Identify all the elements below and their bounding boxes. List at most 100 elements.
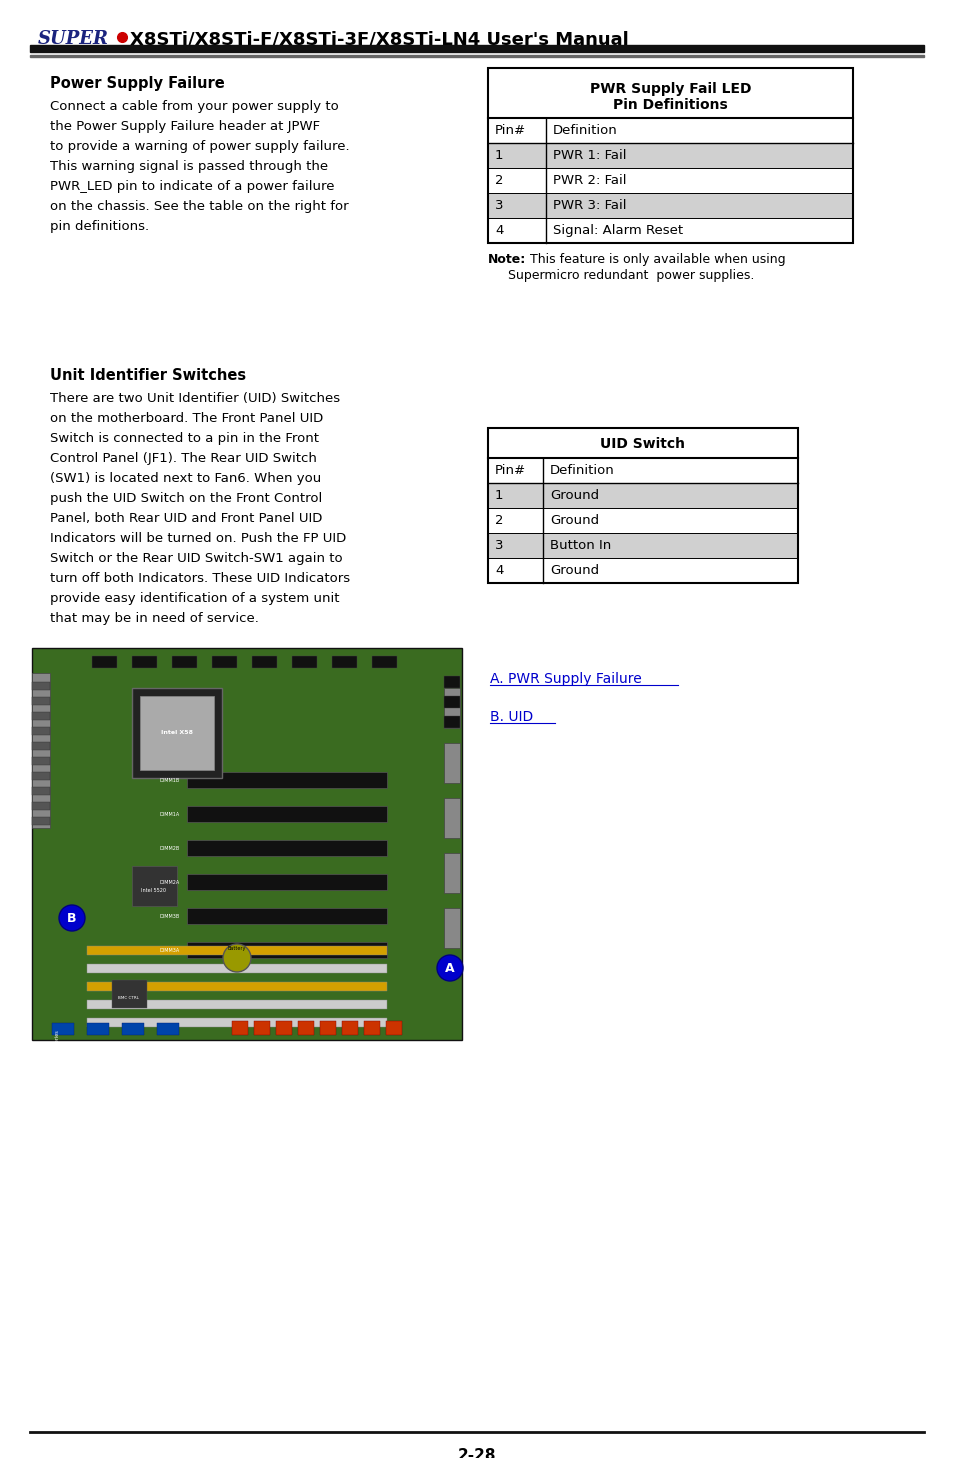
Bar [140,695,213,770]
Bar [488,143,852,168]
Text: Pin#: Pin# [495,124,525,137]
Text: Connect a cable from your power supply to: Connect a cable from your power supply t… [50,101,338,114]
Text: Ground: Ground [550,488,598,502]
Bar [87,1000,387,1009]
Text: DIMM3A: DIMM3A [159,948,180,954]
Bar [30,45,923,52]
Text: B: B [67,911,76,924]
Text: Definition: Definition [553,124,618,137]
Bar [32,697,50,706]
Bar [372,656,396,668]
Text: Indicators will be turned on. Push the FP UID: Indicators will be turned on. Push the F… [50,532,346,545]
Bar [488,69,852,118]
Bar [488,458,797,483]
Text: Intel X58: Intel X58 [161,730,193,735]
Bar [488,219,852,243]
Bar [87,964,387,972]
Bar [132,688,222,779]
Bar [212,656,236,668]
Text: There are two Unit Identifier (UID) Switches: There are two Unit Identifier (UID) Swit… [50,392,340,405]
Text: Button In: Button In [550,539,611,553]
Text: turn off both Indicators. These UID Indicators: turn off both Indicators. These UID Indi… [50,572,350,585]
Text: Power Supply Failure: Power Supply Failure [50,76,225,90]
Text: Pin Definitions: Pin Definitions [613,98,727,112]
Bar [319,1021,335,1035]
Text: DIMM3B: DIMM3B [159,914,180,919]
Text: Pin#: Pin# [495,464,525,477]
Bar [132,656,157,668]
Bar [91,656,117,668]
Bar [443,695,459,709]
Bar [443,853,459,892]
Text: Definition: Definition [550,464,614,477]
Bar [297,1021,314,1035]
Text: SUPER: SUPER [38,31,109,48]
Bar [253,1021,270,1035]
Bar [32,682,50,690]
Bar [32,674,50,828]
Text: push the UID Switch on the Front Control: push the UID Switch on the Front Control [50,491,322,504]
Bar [488,192,852,219]
Bar [488,429,797,583]
Text: 1: 1 [495,149,503,162]
Text: 4: 4 [495,564,503,577]
Circle shape [59,905,85,932]
Text: Switch or the Rear UID Switch-SW1 again to: Switch or the Rear UID Switch-SW1 again … [50,553,342,566]
Bar [443,688,459,728]
Bar [187,806,387,822]
Text: Unit Identifier Switches: Unit Identifier Switches [50,367,246,383]
Bar [332,656,356,668]
Text: Note:: Note: [488,254,526,265]
Text: to provide a warning of power supply failure.: to provide a warning of power supply fai… [50,140,349,153]
Bar [187,840,387,856]
Bar [30,55,923,57]
Bar [87,1024,109,1035]
Text: PWR 3: Fail: PWR 3: Fail [553,198,626,211]
Text: 1: 1 [495,488,503,502]
Bar [275,1021,292,1035]
Text: on the chassis. See the table on the right for: on the chassis. See the table on the rig… [50,200,348,213]
Bar [187,942,387,958]
Text: 3: 3 [495,539,503,553]
Text: A: A [445,961,455,974]
Bar [32,742,50,749]
Bar [187,771,387,787]
Bar [32,757,50,765]
Text: This warning signal is passed through the: This warning signal is passed through th… [50,160,328,174]
Bar [32,771,50,780]
Bar [488,483,797,507]
Bar [157,1024,179,1035]
Bar [32,728,50,735]
Text: Ground: Ground [550,515,598,526]
Text: DIMM2B: DIMM2B [159,846,180,851]
Text: 2-28: 2-28 [457,1448,496,1458]
Bar [52,1024,74,1035]
Text: 3: 3 [495,198,503,211]
Text: BMC CTRL: BMC CTRL [118,996,139,1000]
Bar [488,558,797,583]
Bar [32,802,50,811]
Bar [443,908,459,948]
Bar [122,1024,144,1035]
Text: Control Panel (JF1). The Rear UID Switch: Control Panel (JF1). The Rear UID Switch [50,452,316,465]
Text: PWR_LED pin to indicate of a power failure: PWR_LED pin to indicate of a power failu… [50,179,335,192]
Bar [488,429,797,458]
Text: Switch is connected to a pin in the Front: Switch is connected to a pin in the Fron… [50,432,318,445]
Text: Supermicro redundant  power supplies.: Supermicro redundant power supplies. [507,268,754,281]
Text: Ground: Ground [550,564,598,577]
Bar [187,908,387,924]
Bar [172,656,196,668]
Text: Signal: Alarm Reset: Signal: Alarm Reset [553,225,682,238]
Bar [252,656,276,668]
Bar [443,744,459,783]
Text: DIMM1B: DIMM1B [159,779,180,783]
Bar [32,787,50,795]
Text: (SW1) is located next to Fan6. When you: (SW1) is located next to Fan6. When you [50,472,321,486]
Bar [364,1021,379,1035]
Bar [87,1018,387,1026]
Text: B. UID: B. UID [490,710,533,725]
Bar [488,507,797,534]
Circle shape [223,943,251,972]
Text: on the motherboard. The Front Panel UID: on the motherboard. The Front Panel UID [50,413,323,424]
Text: PWR 2: Fail: PWR 2: Fail [553,174,626,187]
